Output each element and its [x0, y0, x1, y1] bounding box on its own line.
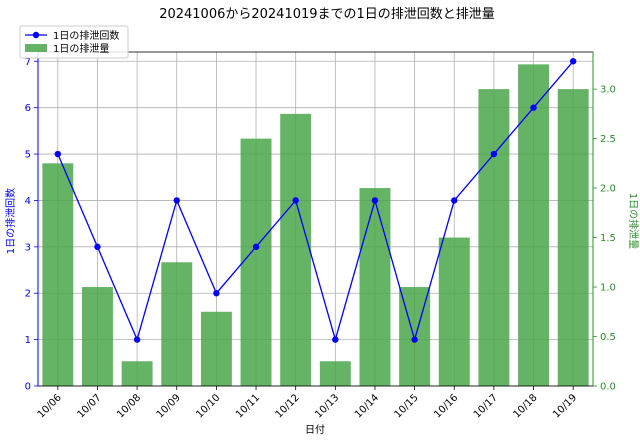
- bar-10-08: [121, 361, 153, 386]
- bar-10-18: [518, 64, 549, 387]
- bar-10-07: [82, 287, 113, 386]
- bar-layer: [42, 64, 589, 387]
- count-point-10-08: [133, 336, 141, 343]
- bar-10-11: [240, 138, 272, 386]
- y-tick-label-left: 4: [25, 196, 31, 207]
- x-tick-label: 10/13: [313, 392, 341, 420]
- count-point-10-12: [292, 197, 299, 204]
- count-point-10-09: [173, 197, 180, 204]
- y-tick-label-left: 6: [25, 103, 31, 114]
- count-point-10-17: [490, 150, 498, 158]
- x-tick-label: 10/12: [274, 392, 302, 420]
- bar-10-19: [557, 89, 589, 386]
- x-tick-label: 10/18: [511, 392, 539, 420]
- bar-10-13: [319, 361, 351, 386]
- count-point-10-07: [94, 243, 101, 251]
- y-tick-label-right: 3.0: [600, 85, 616, 96]
- bar-10-10: [200, 311, 232, 386]
- line-layer: [54, 58, 577, 343]
- x-axis-label: 日付: [305, 423, 325, 436]
- y-tick-label-left: 7: [25, 57, 31, 68]
- y-tick-label-left: 0: [25, 382, 31, 393]
- count-line: [57, 60, 574, 342]
- y-tick-label-right: 0.5: [600, 332, 616, 343]
- bar-10-06: [42, 163, 74, 386]
- y-tick-label-right: 1.0: [600, 283, 616, 294]
- bar-10-16: [438, 237, 470, 386]
- count-point-10-18: [530, 104, 537, 111]
- x-tick-label: 10/10: [194, 392, 222, 420]
- count-point-10-14: [371, 197, 379, 204]
- y-tick-label-right: 2.5: [600, 134, 616, 145]
- plot-frame: [37, 51, 594, 387]
- legend-label-volume: 1日の排泄量: [53, 42, 109, 55]
- x-tick-label: 10/06: [36, 392, 64, 420]
- y-axis-label-right: 1日の排泄量: [627, 193, 640, 249]
- count-point-10-15: [411, 336, 418, 343]
- x-tick-label: 10/15: [393, 392, 421, 420]
- count-point-10-13: [332, 336, 339, 343]
- count-point-10-19: [569, 58, 577, 65]
- x-tick-label: 10/17: [472, 392, 500, 420]
- bar-10-17: [478, 89, 510, 386]
- x-tick-label: 10/08: [115, 392, 143, 420]
- x-tick-label: 10/09: [155, 392, 183, 420]
- x-tick-label: 10/07: [75, 392, 103, 420]
- x-tick-label: 10/19: [551, 392, 579, 420]
- count-point-10-16: [451, 197, 458, 204]
- y-axis-label-left: 1日の排泄回数: [4, 188, 17, 254]
- chart-title: 20241006から20241019までの1日の排泄回数と排泄量: [159, 7, 495, 22]
- y-tick-label-left: 1: [25, 335, 31, 346]
- legend-bar-swatch: [25, 44, 47, 52]
- y-tick-label-left: 2: [25, 289, 31, 300]
- y-tick-label-right: 2.0: [600, 184, 616, 195]
- y-tick-label-right: 1.5: [600, 233, 616, 244]
- count-point-10-11: [252, 243, 260, 251]
- x-tick-label: 10/16: [432, 392, 460, 420]
- y-tick-label-left: 5: [25, 150, 31, 161]
- legend-line-marker: [32, 31, 40, 39]
- x-tick-label: 10/11: [234, 392, 262, 420]
- y-tick-label-left: 3: [25, 242, 31, 253]
- count-point-10-06: [54, 150, 62, 158]
- legend: 1日の排泄回数 1日の排泄量: [19, 25, 129, 59]
- x-tick-label: 10/14: [353, 392, 381, 420]
- bar-10-12: [280, 113, 312, 386]
- bar-10-09: [161, 262, 193, 386]
- y-tick-label-right: 0.0: [600, 382, 616, 393]
- bar-10-14: [359, 188, 391, 386]
- count-point-10-10: [213, 290, 220, 297]
- legend-label-count: 1日の排泄回数: [53, 29, 119, 42]
- grid-layer: [38, 52, 593, 387]
